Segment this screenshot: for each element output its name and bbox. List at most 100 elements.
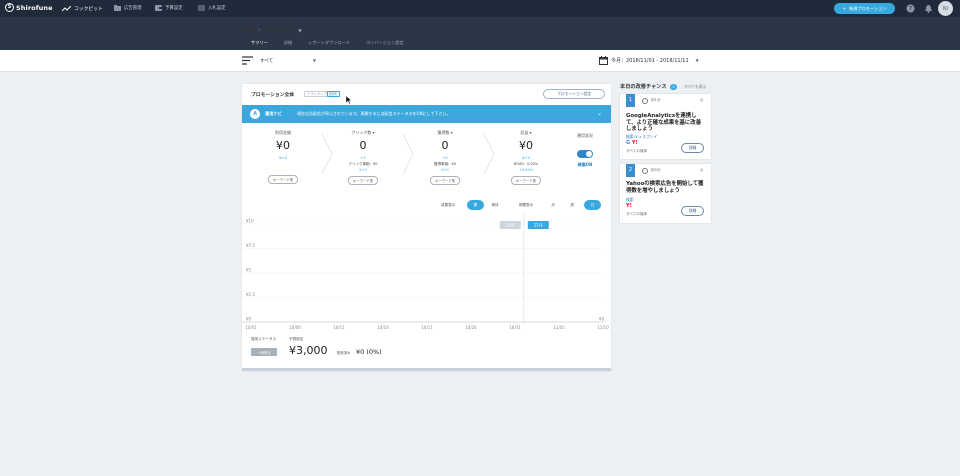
metric-delta: +0 bbox=[360, 155, 366, 160]
chance-card[interactable]: 2 約5分 × Yahooの検索広告を開始して獲得数を増やしましょう 検索 Y!… bbox=[620, 164, 711, 223]
plus-icon: + bbox=[842, 6, 846, 11]
budget-label: 予算設定 bbox=[289, 337, 304, 341]
metric-label: 獲得数 ▾ bbox=[437, 130, 453, 135]
status-label: 運用状況 bbox=[577, 133, 593, 138]
chance-text: GoogleAnalyticsを連携して、より正確な成果を基に改善しましょう bbox=[626, 113, 702, 133]
tab-report-download[interactable]: レポートダウンロード bbox=[308, 40, 351, 45]
chance-media-link[interactable]: 検索 bbox=[626, 197, 634, 202]
x-tick-label: 10/31 bbox=[509, 325, 521, 330]
result-cumulative-toggle[interactable]: 累 bbox=[467, 200, 484, 210]
media-logos: G Y! bbox=[626, 140, 638, 146]
clock-icon bbox=[642, 98, 648, 104]
period-week-toggle[interactable]: 週 bbox=[570, 202, 574, 207]
chance-number: 1 bbox=[626, 94, 635, 107]
nav-cockpit-label: コックピット bbox=[74, 7, 103, 12]
chance-media-link[interactable]: 検索/ディスプレイ bbox=[626, 134, 658, 139]
chevron-down-icon[interactable]: ⌄ bbox=[597, 110, 603, 117]
logo[interactable]: S Shirofune bbox=[5, 3, 53, 12]
month-marker-prev-label: 10月 bbox=[506, 223, 515, 228]
media-logos: Y! bbox=[626, 203, 632, 209]
mouse-cursor-icon bbox=[346, 96, 352, 104]
period-month-toggle[interactable]: 月 bbox=[551, 202, 555, 207]
status-value: 稼働ON bbox=[577, 162, 593, 167]
used-value: ¥0 (0%) bbox=[356, 348, 382, 356]
card-title: プロモーション全体 bbox=[251, 93, 295, 98]
keyword-breakdown-button[interactable]: キーワード別 bbox=[347, 176, 379, 185]
x-tick-label: 11/05 bbox=[553, 325, 565, 330]
metric-delta: ¥+0 bbox=[278, 155, 287, 160]
metric-sub-delta bbox=[245, 167, 321, 171]
improvement-count-badge: 2 bbox=[670, 84, 677, 90]
keyword-breakdown-button[interactable]: キーワード別 bbox=[267, 175, 299, 184]
breadcrumb-current[interactable]: Shirofune bbox=[264, 27, 295, 33]
x-tick-label: 10/21 bbox=[421, 325, 433, 330]
x-tick-label: 10/01 bbox=[245, 325, 257, 330]
close-icon[interactable]: × bbox=[699, 97, 705, 104]
chevron-right-icon bbox=[321, 134, 333, 174]
tab-details[interactable]: 詳細 bbox=[283, 40, 293, 45]
chevron-down-icon[interactable]: ▾ bbox=[450, 130, 453, 135]
delivery-status-area: 運用ステータス 予算設定 一時停止 ¥3,000 配信済み ¥0 (0%) bbox=[251, 337, 551, 362]
breadcrumb-root[interactable]: 一覧 bbox=[243, 28, 255, 34]
filter-icon[interactable] bbox=[242, 56, 253, 65]
chance-scope: すべての媒体 bbox=[626, 212, 648, 216]
x-tick-label: 10/16 bbox=[377, 325, 389, 330]
chevron-down-icon[interactable]: ▾ bbox=[372, 130, 375, 135]
yahoo-logo-icon: Y! bbox=[626, 203, 632, 209]
keyword-breakdown-button[interactable]: キーワード別 bbox=[429, 176, 461, 185]
month-marker-prev bbox=[499, 221, 521, 229]
chance-card[interactable]: 1 約1分 × GoogleAnalyticsを連携して、より正確な成果を基に改… bbox=[620, 94, 711, 159]
nav-budget[interactable]: 予算設定 bbox=[155, 5, 183, 11]
filter-bar bbox=[0, 50, 960, 72]
close-icon[interactable]: × bbox=[699, 167, 705, 174]
show-all-link[interactable]: すべてを表示 bbox=[684, 84, 707, 89]
bell-icon[interactable] bbox=[924, 4, 933, 13]
x-tick-label: 11/10 bbox=[597, 325, 609, 330]
media-filter-value: すべて bbox=[260, 59, 274, 64]
google-logo-icon: G bbox=[626, 140, 631, 146]
result-single-toggle[interactable]: 単体 bbox=[491, 202, 499, 207]
metric-conversions: 獲得数 ▾ 0 +0 獲得単価：¥0 ¥+0 キーワード別 bbox=[407, 130, 483, 185]
nav-bidding[interactable]: 入札設定 bbox=[198, 5, 226, 11]
breadcrumb-separator-icon: › bbox=[258, 27, 261, 33]
delivery-status-badge[interactable]: 一時停止 bbox=[251, 348, 277, 356]
help-icon[interactable]: ? bbox=[906, 4, 915, 13]
chevron-right-icon bbox=[402, 134, 414, 174]
chevron-down-icon[interactable]: ▼ bbox=[298, 27, 302, 33]
media-filter-select[interactable]: すべて ▼ bbox=[260, 58, 316, 64]
avatar[interactable]: Ni bbox=[938, 1, 953, 16]
result-display-label: 成果表示 bbox=[441, 203, 456, 207]
x-tick-label: 10/26 bbox=[465, 325, 477, 330]
operation-toggle[interactable] bbox=[577, 150, 593, 158]
metric-spend: 利用金額 ¥0 ¥+0 キーワード別 bbox=[245, 130, 321, 184]
promotion-summary-card: プロモーション全体 トラッキング 接続 プロモーション設定 A 運用ナビ 現在広… bbox=[242, 84, 611, 371]
x-tick-label: 10/06 bbox=[289, 325, 301, 330]
new-promotion-label: 新規プロモーション bbox=[848, 5, 887, 11]
keyword-breakdown-button[interactable]: キーワード別 bbox=[510, 176, 542, 185]
y-tick-label: ¥0 bbox=[246, 317, 252, 322]
metric-delta: +0 bbox=[442, 155, 448, 160]
nav-ad-management[interactable]: 広告管理 bbox=[114, 5, 142, 11]
period-day-toggle[interactable]: 日 bbox=[584, 200, 601, 210]
logo-mark: S bbox=[5, 3, 14, 12]
chevron-down-icon[interactable]: ▾ bbox=[529, 130, 532, 135]
metric-value: 0 bbox=[441, 139, 449, 152]
promotion-settings-button[interactable]: プロモーション設定 bbox=[543, 89, 605, 99]
sliders-icon bbox=[198, 5, 205, 11]
chance-detail-button[interactable]: 詳細 bbox=[681, 206, 704, 216]
metric-label: クリック数 ▾ bbox=[351, 130, 375, 135]
metric-sub bbox=[245, 162, 321, 166]
tab-conversion-settings[interactable]: コンバージョン設定 bbox=[366, 40, 404, 45]
metric-label: 利用金額 bbox=[275, 130, 291, 135]
nav-cockpit[interactable]: コックピット bbox=[62, 5, 103, 12]
promotion-header bbox=[0, 17, 960, 50]
metric-label: 収益 ▾ bbox=[520, 130, 532, 135]
metric-sub-delta: ¥+0 bbox=[359, 168, 367, 172]
date-range-select[interactable]: 今月：2018/11/01 - 2018/11/11 ▼ bbox=[599, 56, 699, 65]
ops-navi-banner[interactable]: A 運用ナビ 現在広告配信が停止されています。再開するには配信ステータスをONに… bbox=[242, 105, 611, 123]
period-display-label: 期間表示 bbox=[519, 203, 534, 207]
chance-detail-button[interactable]: 詳細 bbox=[681, 143, 704, 153]
connection-badge: 接続 bbox=[327, 91, 340, 97]
new-promotion-button[interactable]: + 新規プロモーション bbox=[834, 3, 895, 14]
month-marker-current-label: 11月 bbox=[534, 223, 543, 228]
